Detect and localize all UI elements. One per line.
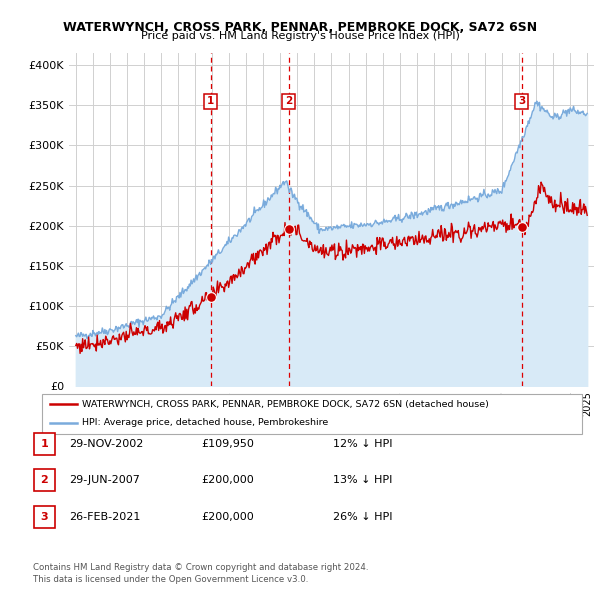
- Text: 3: 3: [41, 512, 48, 522]
- FancyBboxPatch shape: [34, 506, 55, 528]
- Text: £200,000: £200,000: [201, 512, 254, 522]
- Text: 26-FEB-2021: 26-FEB-2021: [69, 512, 140, 522]
- Text: This data is licensed under the Open Government Licence v3.0.: This data is licensed under the Open Gov…: [33, 575, 308, 584]
- Text: £109,950: £109,950: [201, 439, 254, 448]
- Text: Contains HM Land Registry data © Crown copyright and database right 2024.: Contains HM Land Registry data © Crown c…: [33, 563, 368, 572]
- Text: 1: 1: [207, 96, 214, 106]
- Text: £200,000: £200,000: [201, 476, 254, 485]
- Text: 29-NOV-2002: 29-NOV-2002: [69, 439, 143, 448]
- Text: 13% ↓ HPI: 13% ↓ HPI: [333, 476, 392, 485]
- FancyBboxPatch shape: [42, 394, 582, 434]
- FancyBboxPatch shape: [34, 432, 55, 455]
- Text: WATERWYNCH, CROSS PARK, PENNAR, PEMBROKE DOCK, SA72 6SN: WATERWYNCH, CROSS PARK, PENNAR, PEMBROKE…: [63, 21, 537, 34]
- Text: 12% ↓ HPI: 12% ↓ HPI: [333, 439, 392, 448]
- Text: 3: 3: [518, 96, 526, 106]
- Text: 29-JUN-2007: 29-JUN-2007: [69, 476, 140, 485]
- Text: 26% ↓ HPI: 26% ↓ HPI: [333, 512, 392, 522]
- Text: 2: 2: [41, 476, 48, 485]
- Text: Price paid vs. HM Land Registry's House Price Index (HPI): Price paid vs. HM Land Registry's House …: [140, 31, 460, 41]
- Text: WATERWYNCH, CROSS PARK, PENNAR, PEMBROKE DOCK, SA72 6SN (detached house): WATERWYNCH, CROSS PARK, PENNAR, PEMBROKE…: [83, 400, 490, 409]
- Text: 2: 2: [285, 96, 292, 106]
- Text: 1: 1: [41, 439, 48, 448]
- Text: HPI: Average price, detached house, Pembrokeshire: HPI: Average price, detached house, Pemb…: [83, 418, 329, 427]
- FancyBboxPatch shape: [34, 469, 55, 491]
